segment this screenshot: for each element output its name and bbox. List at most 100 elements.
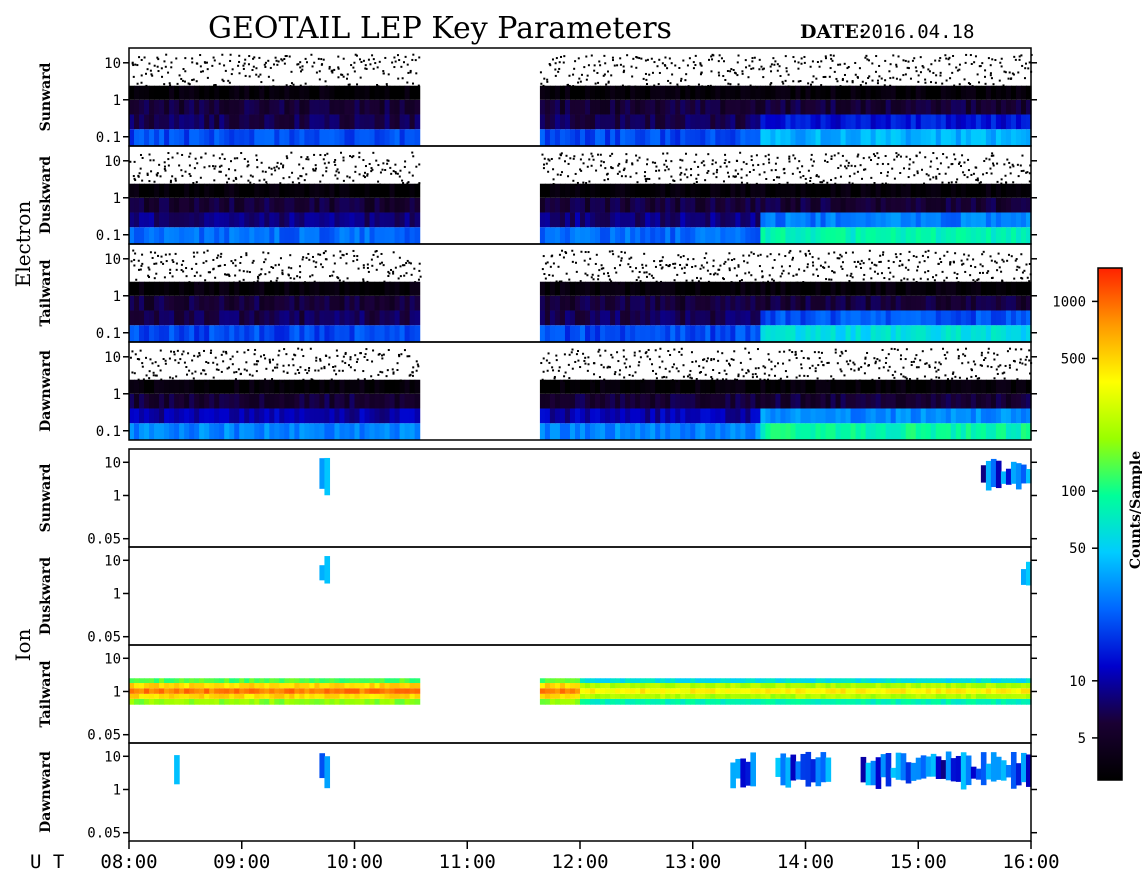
sparse-count-dot bbox=[294, 354, 297, 357]
sparse-count-dot bbox=[222, 350, 225, 353]
sparse-count-dot bbox=[744, 272, 747, 275]
sparse-count-dot bbox=[640, 380, 643, 383]
spectrogram-bin bbox=[930, 183, 937, 198]
spectrogram-bin bbox=[369, 379, 376, 394]
sparse-count-dot bbox=[260, 81, 263, 84]
spectrogram-bin bbox=[244, 310, 250, 326]
sparse-count-dot bbox=[916, 265, 919, 268]
sparse-count-dot bbox=[646, 355, 649, 358]
spectrogram-bin bbox=[564, 99, 571, 115]
sparse-count-dot bbox=[680, 79, 683, 82]
spectrogram-bin bbox=[394, 212, 401, 228]
sparse-count-dot bbox=[263, 354, 266, 357]
sparse-count-dot bbox=[607, 178, 610, 181]
sparse-count-dot bbox=[364, 165, 367, 168]
sparse-count-dot bbox=[971, 85, 974, 88]
spectrogram-bin bbox=[219, 99, 225, 115]
spectrogram-bin bbox=[139, 183, 145, 198]
spectrogram-bin bbox=[620, 281, 626, 296]
sparse-count-dot bbox=[598, 60, 601, 63]
sparse-count-dot bbox=[658, 355, 661, 358]
sparse-count-dot bbox=[381, 168, 384, 171]
sparse-count-dot bbox=[252, 57, 255, 60]
sparse-count-dot bbox=[947, 181, 950, 184]
sparse-count-dot bbox=[862, 262, 865, 265]
sparse-count-dot bbox=[285, 84, 288, 87]
sparse-count-dot bbox=[900, 373, 903, 376]
spectrogram-bin bbox=[209, 197, 215, 213]
spectrogram-bin bbox=[875, 183, 882, 198]
spectrogram-bin bbox=[660, 114, 666, 130]
sparse-count-dot bbox=[889, 63, 892, 66]
sparse-count-dot bbox=[827, 265, 830, 268]
sparse-count-dot bbox=[712, 259, 715, 262]
sparse-count-dot bbox=[203, 166, 206, 169]
spectrogram-bin bbox=[780, 85, 787, 100]
sparse-count-dot bbox=[692, 61, 695, 64]
sparse-count-dot bbox=[737, 54, 740, 57]
spectrogram-bin bbox=[905, 197, 912, 213]
sparse-count-dot bbox=[165, 53, 168, 56]
spectrogram-bin bbox=[339, 408, 346, 424]
sparse-count-dot bbox=[817, 351, 820, 354]
spectrogram-bin bbox=[279, 85, 285, 100]
sparse-count-dot bbox=[306, 156, 309, 159]
spectrogram-bin bbox=[730, 325, 736, 342]
sparse-count-dot bbox=[240, 175, 243, 178]
sparse-count-dot bbox=[631, 270, 634, 273]
sparse-count-dot bbox=[695, 177, 698, 180]
spectrogram-bin bbox=[334, 85, 341, 100]
sparse-count-dot bbox=[189, 152, 192, 155]
sparse-count-dot bbox=[1028, 172, 1031, 175]
sparse-count-dot bbox=[646, 158, 649, 161]
spectrogram-bin bbox=[134, 197, 140, 213]
spectrogram-bin bbox=[805, 197, 812, 213]
spectrogram-bin bbox=[564, 295, 571, 311]
spectrogram-bin bbox=[950, 183, 957, 198]
spectrogram-bin bbox=[254, 310, 260, 326]
spectrogram-bin bbox=[409, 212, 416, 228]
sparse-count-dot bbox=[206, 68, 209, 71]
spectrogram-bin bbox=[189, 393, 195, 409]
spectrogram-bin bbox=[234, 281, 240, 296]
spectrogram-bin bbox=[960, 379, 967, 394]
spectrogram-bin bbox=[970, 325, 977, 342]
spectrogram-bin bbox=[870, 85, 877, 100]
sparse-count-dot bbox=[622, 71, 625, 74]
spectrogram-bin bbox=[650, 325, 656, 342]
spectrogram-bin bbox=[715, 423, 721, 440]
sparse-count-dot bbox=[138, 56, 141, 59]
spectrogram-bin bbox=[825, 114, 832, 130]
sparse-count-dot bbox=[137, 378, 140, 381]
sparse-count-dot bbox=[410, 273, 413, 276]
spectrogram-bin bbox=[364, 212, 371, 228]
spectrogram-bin bbox=[775, 423, 782, 440]
spectrogram-bin bbox=[660, 129, 666, 146]
sparse-count-dot bbox=[258, 56, 261, 59]
sparse-count-dot bbox=[757, 254, 760, 257]
sparse-count-dot bbox=[283, 62, 286, 65]
spectrogram-bin bbox=[364, 408, 371, 424]
spectrogram-bin bbox=[620, 408, 626, 424]
spectrogram-bin bbox=[174, 310, 180, 326]
sparse-count-dot bbox=[348, 176, 351, 179]
spectrogram-bin bbox=[549, 197, 556, 213]
sparse-count-dot bbox=[163, 276, 166, 279]
sparse-count-dot bbox=[915, 354, 918, 357]
sparse-count-dot bbox=[320, 367, 323, 370]
spectrogram-bin bbox=[605, 227, 611, 244]
spectrogram-bin bbox=[975, 393, 982, 409]
sparse-count-dot bbox=[312, 255, 315, 258]
sparse-count-dot bbox=[160, 261, 163, 264]
sparse-count-dot bbox=[246, 160, 249, 163]
spectrogram-bin bbox=[309, 310, 316, 326]
sparse-count-dot bbox=[245, 361, 248, 364]
spectrogram-bin bbox=[955, 99, 962, 115]
spectrogram-bin bbox=[965, 99, 972, 115]
spectrogram-bin bbox=[595, 408, 601, 424]
sparse-count-dot bbox=[683, 266, 686, 269]
sparse-count-dot bbox=[561, 249, 564, 252]
spectrogram-bin bbox=[309, 197, 316, 213]
sparse-count-dot bbox=[586, 274, 589, 277]
spectrogram-bin bbox=[890, 295, 897, 311]
